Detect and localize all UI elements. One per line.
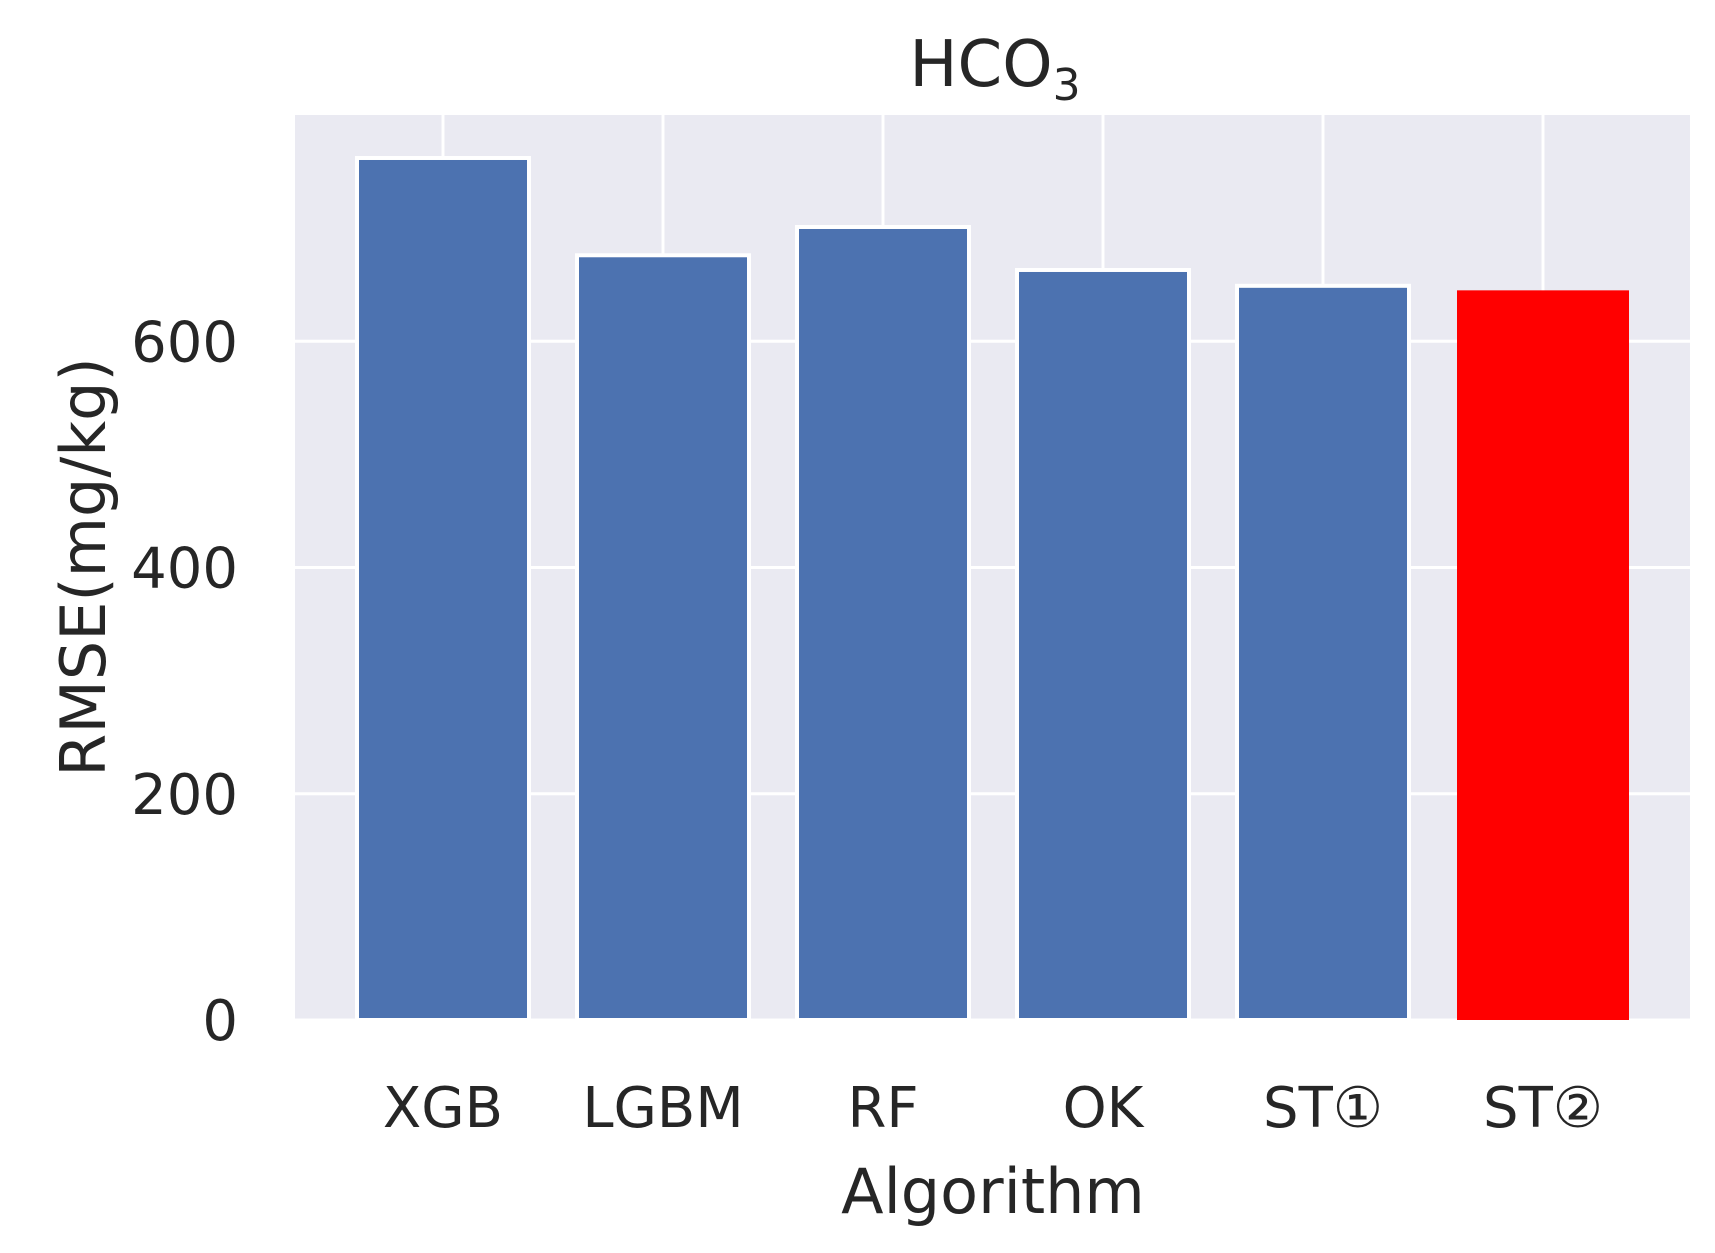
bar-rf <box>795 224 971 1022</box>
bar-st-2 <box>1457 290 1629 1020</box>
bar-st-1 <box>1235 283 1411 1023</box>
x-tick-label: LGBM <box>582 1076 743 1141</box>
y-tick-label: 0 <box>202 989 238 1054</box>
x-axis-label: Algorithm <box>841 1155 1145 1228</box>
x-tick-labels: XGB LGBM RF OK ST① ST② <box>383 1076 1603 1141</box>
y-tick-label: 600 <box>131 310 238 375</box>
bar-lgbm <box>575 253 751 1022</box>
x-tick-label: ST① <box>1263 1076 1383 1141</box>
bar-ok <box>1015 267 1191 1022</box>
x-tick-label: OK <box>1063 1076 1145 1141</box>
chart-title: HCO3 <box>909 28 1080 111</box>
y-tick-labels: 0 200 400 600 <box>131 310 238 1054</box>
y-tick-label: 400 <box>131 537 238 602</box>
bars <box>355 155 1629 1023</box>
x-tick-label: XGB <box>383 1076 503 1141</box>
x-tick-label: RF <box>847 1076 918 1141</box>
x-tick-label: ST② <box>1483 1076 1603 1141</box>
bar-xgb <box>355 155 531 1023</box>
y-axis-label: RMSE(mg/kg) <box>47 357 120 776</box>
y-tick-label: 200 <box>131 763 238 828</box>
